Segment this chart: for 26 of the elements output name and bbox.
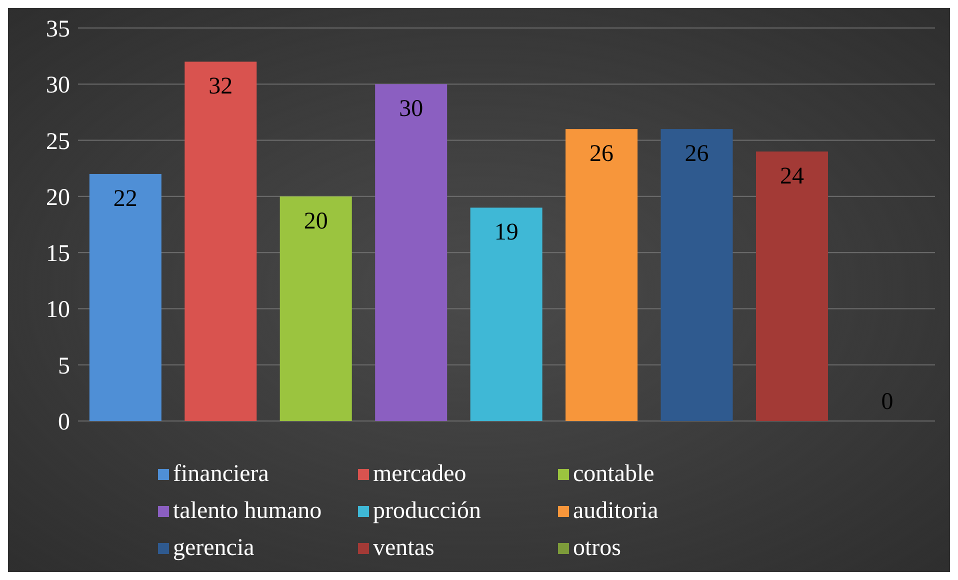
data-label: 20	[304, 208, 328, 234]
legend-label: otros	[572, 535, 622, 562]
data-label: 26	[684, 141, 709, 168]
y-tick-label: 35	[46, 16, 70, 43]
legend-label: talento humano	[172, 498, 323, 525]
y-tick-label: 5	[58, 353, 70, 380]
y-tick-label: 15	[46, 241, 70, 268]
data-label: 32	[208, 74, 233, 100]
data-label: 30	[399, 96, 424, 122]
data-label: 22	[113, 186, 138, 212]
y-tick-label: 30	[46, 72, 70, 99]
legend-label: auditoria	[572, 498, 660, 525]
legend-label: financiera	[172, 461, 270, 488]
y-tick-label: 0	[58, 410, 70, 436]
data-label: 0	[881, 389, 894, 415]
data-label: 19	[494, 220, 518, 246]
y-tick-label: 25	[46, 128, 70, 155]
legend-label: gerencia	[172, 535, 256, 562]
y-tick-label: 10	[46, 297, 70, 324]
legend-label: producción	[372, 498, 482, 525]
legend-label: contable	[572, 461, 656, 488]
legend-label: mercadeo	[372, 461, 468, 488]
y-tick-label: 20	[46, 184, 70, 211]
data-label: 24	[780, 164, 804, 190]
data-label: 26	[590, 141, 614, 168]
legend-label: ventas	[372, 535, 436, 562]
